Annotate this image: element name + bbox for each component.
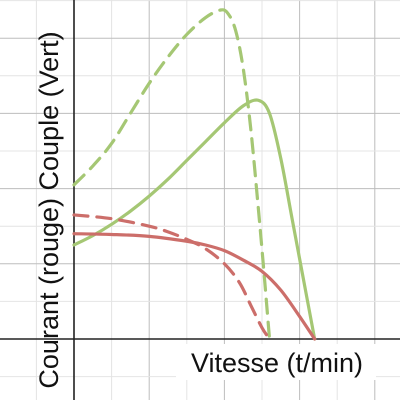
current-solid-curve: [72, 232, 317, 341]
torque-dashed-curve: [72, 8, 272, 341]
torque-solid-curve: [72, 98, 317, 341]
x-axis-label-background: [176, 344, 376, 380]
x-axis-label: Vitesse (t/min): [191, 348, 363, 378]
series-layer: [72, 8, 317, 341]
current-dashed-curve: [72, 213, 272, 341]
y-axis-label: Courant (rouge) Couple (Vert): [34, 31, 64, 388]
